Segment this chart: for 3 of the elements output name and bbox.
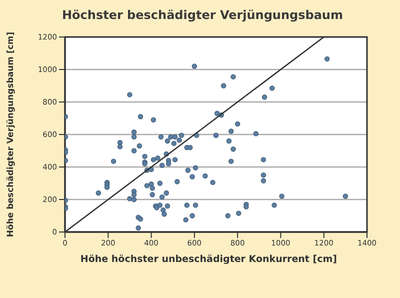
- y-axis-title: Höhe beschädigter Verjüngungsbaum [cm]: [6, 32, 16, 238]
- chart-title: Höchster beschädigter Verjüngungsbaum: [62, 8, 343, 22]
- x-axis-title: Höhe höchster unbeschädigter Konkurrent [cm]: [80, 254, 337, 265]
